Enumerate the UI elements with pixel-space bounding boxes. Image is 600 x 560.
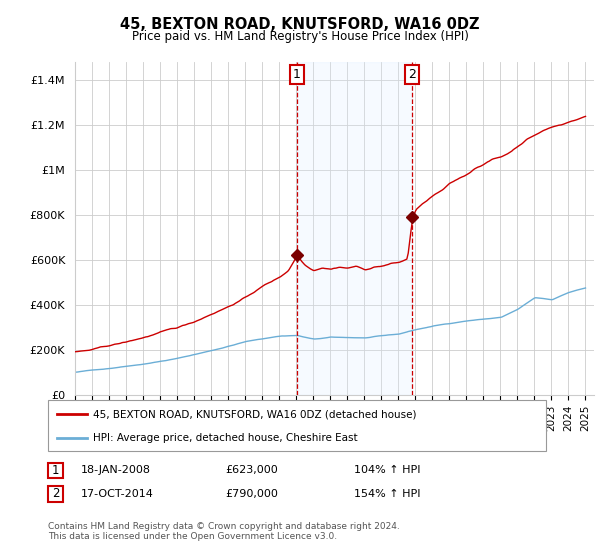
Text: Contains HM Land Registry data © Crown copyright and database right 2024.
This d: Contains HM Land Registry data © Crown c… — [48, 522, 400, 542]
Text: 104% ↑ HPI: 104% ↑ HPI — [354, 465, 421, 475]
Text: 2: 2 — [408, 68, 416, 81]
Text: 2: 2 — [52, 487, 59, 501]
Text: £623,000: £623,000 — [225, 465, 278, 475]
Text: 1: 1 — [52, 464, 59, 477]
Text: 45, BEXTON ROAD, KNUTSFORD, WA16 0DZ (detached house): 45, BEXTON ROAD, KNUTSFORD, WA16 0DZ (de… — [93, 409, 416, 419]
Text: 45, BEXTON ROAD, KNUTSFORD, WA16 0DZ: 45, BEXTON ROAD, KNUTSFORD, WA16 0DZ — [120, 17, 480, 32]
Text: 154% ↑ HPI: 154% ↑ HPI — [354, 489, 421, 499]
Text: Price paid vs. HM Land Registry's House Price Index (HPI): Price paid vs. HM Land Registry's House … — [131, 30, 469, 43]
Text: £790,000: £790,000 — [225, 489, 278, 499]
Bar — [297, 62, 412, 395]
Text: 17-OCT-2014: 17-OCT-2014 — [81, 489, 154, 499]
Text: 1: 1 — [293, 68, 301, 81]
Text: HPI: Average price, detached house, Cheshire East: HPI: Average price, detached house, Ches… — [93, 433, 358, 444]
Text: 18-JAN-2008: 18-JAN-2008 — [81, 465, 151, 475]
